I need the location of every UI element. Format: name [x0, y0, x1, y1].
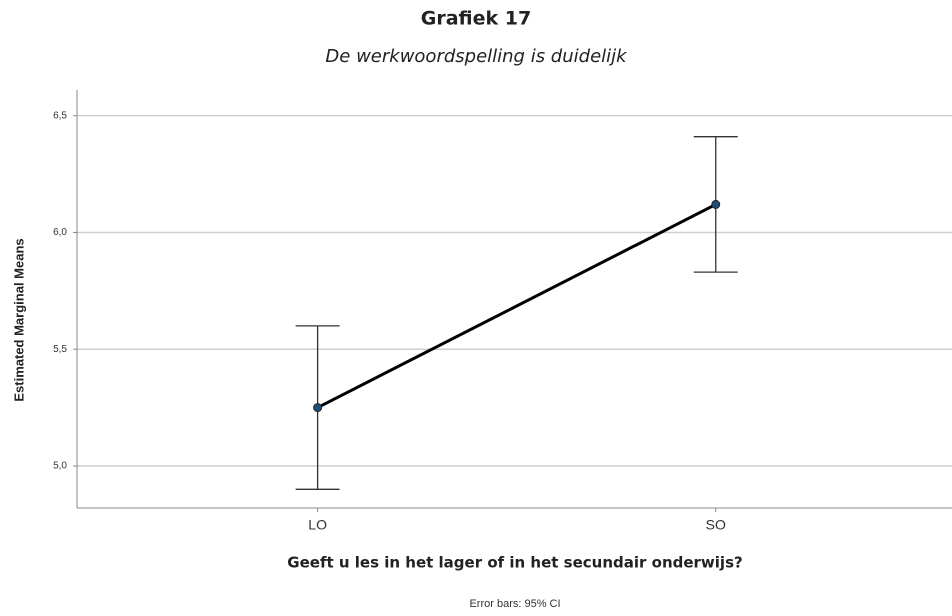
y-tick-label: 6,5 [53, 110, 67, 121]
x-tick-label: SO [706, 517, 726, 533]
y-axis-label: Estimated Marginal Means [11, 238, 26, 401]
y-tick-label: 6,0 [53, 227, 67, 238]
y-tick-label: 5,0 [53, 461, 67, 472]
x-axis-label: Geeft u les in het lager of in het secun… [287, 554, 742, 572]
point [711, 199, 721, 209]
footnote: Error bars: 95% CI [469, 598, 560, 610]
point [313, 403, 323, 413]
chart-subtitle: De werkwoordspelling is duidelijk [325, 46, 628, 67]
x-tick-label: LO [308, 517, 327, 533]
line [316, 203, 717, 409]
chart-title: Grafiek 17 [421, 8, 531, 30]
y-tick-label: 5,5 [53, 344, 67, 355]
